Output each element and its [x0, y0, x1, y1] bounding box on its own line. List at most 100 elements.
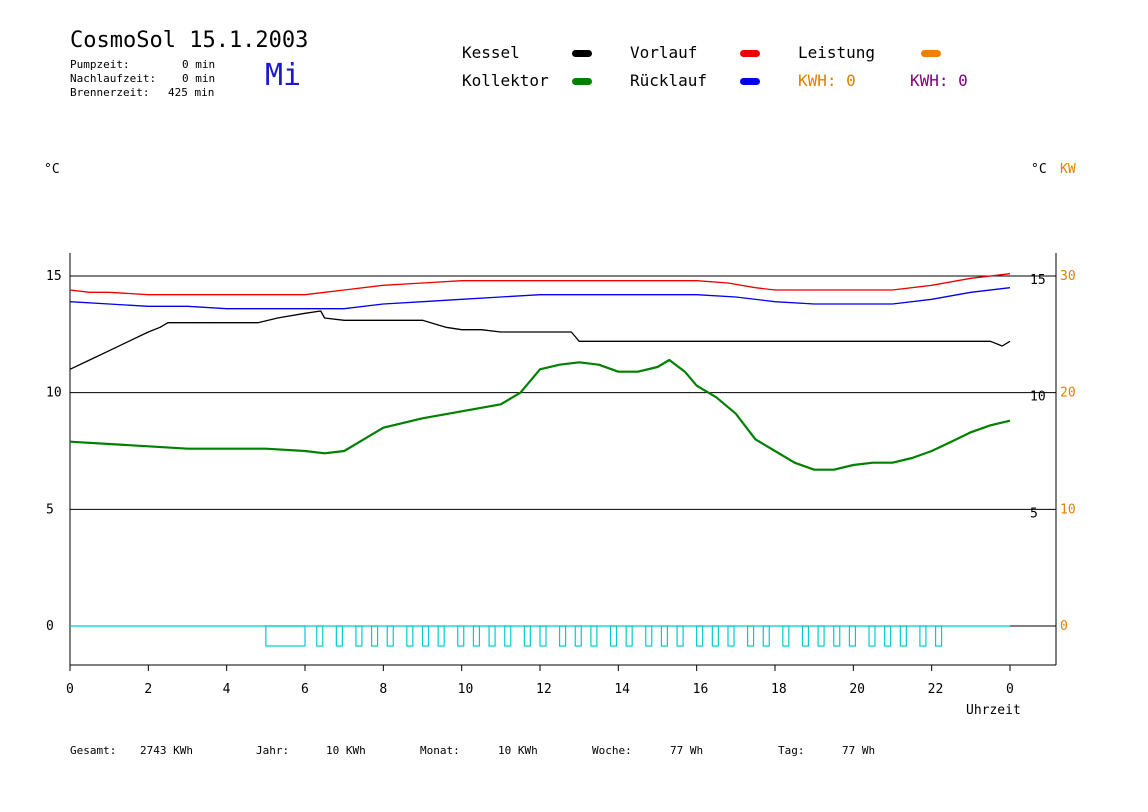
y-left-tick-label: 0 [46, 619, 54, 634]
legend-ruecklauf-swatch [740, 78, 760, 85]
pump-pulse [746, 625, 755, 647]
footer-monat-value: 10 KWh [498, 744, 538, 757]
legend-leistung-swatch [921, 50, 941, 57]
pump-pulse [335, 625, 343, 647]
y-right-kw-tick-label: 20 [1060, 386, 1076, 401]
x-tick-label: 2 [144, 682, 152, 697]
y-right-unit-c: °C [1031, 162, 1047, 177]
pump-pulse [833, 625, 841, 647]
y-right-tick-label: 10 [1030, 390, 1046, 405]
pump-pulse [265, 625, 306, 647]
pump-pulse [848, 625, 857, 647]
x-tick-label: 18 [771, 682, 787, 697]
footer-tag-value: 77 Wh [842, 744, 876, 757]
pump-pulse [406, 625, 414, 647]
pump-pulse [316, 625, 324, 647]
x-tick-label: 8 [379, 682, 387, 697]
y-right-kw-tick-label: 30 [1060, 269, 1076, 284]
footer-gesamt-value: 2743 KWh [140, 744, 193, 757]
pump-pulse [645, 625, 653, 647]
legend-leistung-label: Leistung [798, 43, 876, 62]
footer-jahr-label: Jahr: [256, 744, 290, 757]
stat-brennerzeit-value: 425 min [168, 86, 215, 99]
legend-kwh-orange: KWH: 0 [798, 71, 856, 90]
series-line-vorlauf [69, 273, 1011, 296]
x-tick-label: 16 [693, 682, 709, 697]
pump-pulse [919, 625, 927, 647]
pump-pulse [558, 625, 567, 647]
pump-pulse [884, 625, 892, 647]
y-right-tick-label: 5 [1030, 506, 1038, 521]
x-tick-label: 12 [536, 682, 552, 697]
pump-pulse [386, 625, 394, 647]
x-tick-label: 10 [458, 682, 474, 697]
y-right-kw-tick-label: 10 [1060, 502, 1076, 517]
footer-tag-label: Tag: [778, 744, 805, 757]
legend-kollektor-swatch [572, 78, 592, 85]
y-left-unit: °C [44, 162, 60, 177]
x-tick-label: 6 [301, 682, 309, 697]
pump-pulse [590, 625, 598, 647]
pump-pulse [539, 625, 547, 647]
footer-jahr-value: 10 KWh [326, 744, 366, 757]
x-tick-label: 0 [66, 682, 74, 697]
legend-vorlauf-label: Vorlauf [630, 43, 698, 62]
x-tick-label: 0 [1006, 682, 1014, 697]
series-line-kessel [69, 310, 1011, 370]
stat-pumpzeit-value: 0 min [182, 58, 216, 71]
series-line-kollektor [69, 358, 1011, 471]
pump-pulse [504, 625, 512, 647]
pump-pulse [355, 625, 363, 647]
weekday-label: Mi [265, 58, 302, 93]
y-left-tick-label: 15 [46, 269, 62, 284]
pump-pulse [801, 625, 810, 647]
chart-title: CosmoSol 15.1.2003 [70, 28, 309, 53]
pump-pulse [472, 625, 481, 647]
legend-ruecklauf-label: Rücklauf [630, 71, 708, 90]
x-axis-label: Uhrzeit [966, 703, 1021, 718]
y-left-tick-label: 5 [46, 502, 54, 517]
x-tick-label: 20 [849, 682, 865, 697]
x-tick-label: 22 [928, 682, 944, 697]
pump-pulse [421, 625, 430, 647]
y-left-tick-label: 10 [46, 386, 62, 401]
stat-nachlaufzeit-label: Nachlaufzeit: [70, 72, 157, 85]
pump-pulse [660, 625, 669, 647]
pump-pulse [457, 625, 465, 647]
x-tick-label: 4 [223, 682, 231, 697]
pump-pulse [609, 625, 618, 647]
pump-pulse [934, 625, 943, 647]
y-right-unit-kw: KW [1060, 162, 1076, 177]
legend-kollektor-label: Kollektor [462, 71, 549, 90]
footer-woche-label: Woche: [592, 744, 632, 757]
pump-pulse [782, 625, 790, 647]
pump-pulse [696, 625, 704, 647]
footer-gesamt-label: Gesamt: [70, 744, 117, 757]
pump-pulse [899, 625, 907, 647]
pump-pulse [868, 625, 876, 647]
pump-pulse [676, 625, 684, 647]
pump-pulse [625, 625, 633, 647]
legend-kwh-purple: KWH: 0 [910, 71, 968, 90]
y-right-tick-label: 15 [1030, 273, 1046, 288]
pump-pulse [727, 625, 735, 647]
y-right-kw-tick-label: 0 [1060, 619, 1068, 634]
stat-brennerzeit-label: Brennerzeit: [70, 86, 150, 99]
pump-pulse [574, 625, 582, 647]
x-tick-label: 14 [614, 682, 630, 697]
series-line-ruecklauf [69, 287, 1011, 310]
pump-pulse [523, 625, 531, 647]
pump-pulse [762, 625, 770, 647]
pump-pulse [370, 625, 379, 647]
legend-kessel-swatch [572, 50, 592, 57]
pump-pulse [817, 625, 825, 647]
footer-woche-value: 77 Wh [670, 744, 704, 757]
stat-pumpzeit-label: Pumpzeit: [70, 58, 130, 71]
pump-pulse [488, 625, 496, 647]
legend-vorlauf-swatch [740, 50, 760, 57]
pump-pulse [711, 625, 719, 647]
footer-monat-label: Monat: [420, 744, 460, 757]
pump-pulse [437, 625, 445, 647]
stat-nachlaufzeit-value: 0 min [182, 72, 216, 85]
